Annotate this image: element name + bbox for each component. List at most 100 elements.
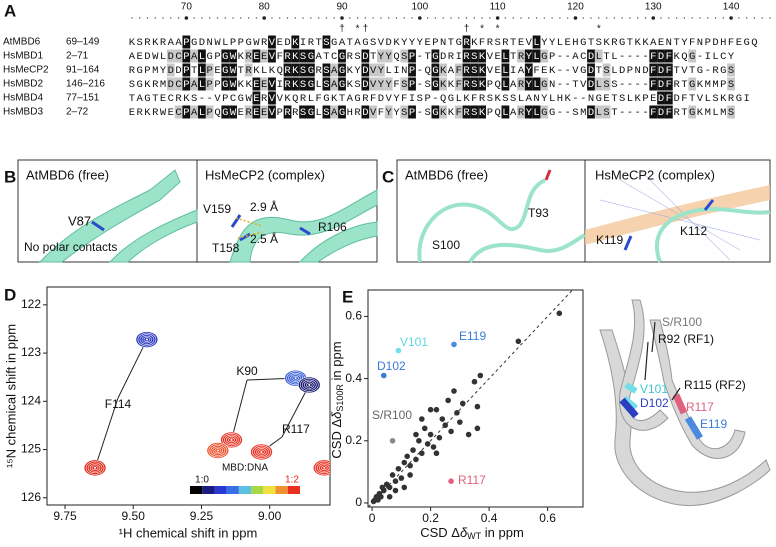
highlight (619, 397, 639, 419)
similar-cell (190, 77, 199, 91)
ruler-dot (761, 17, 763, 19)
similar-cell (602, 77, 611, 91)
conserved-cell (291, 63, 300, 77)
conserved-cell (664, 105, 673, 119)
ruler-dot (582, 17, 584, 19)
ruler-label: 110 (490, 2, 506, 13)
similar-cell (384, 49, 393, 63)
ruler-dot (458, 17, 460, 19)
colorbar-swatch (214, 486, 227, 494)
point-label: R117 (458, 473, 486, 487)
similar-cell (166, 77, 175, 91)
point (448, 478, 454, 484)
conserved-cell (587, 49, 595, 63)
conserved-cell (252, 91, 261, 105)
similar-cell (517, 105, 525, 119)
point (386, 484, 393, 491)
point-label: E119 (459, 329, 486, 343)
similar-cell (174, 49, 183, 63)
conserved-cell (283, 49, 292, 63)
ruler-dot (753, 17, 756, 19)
x-tick-label: 0.6 (539, 511, 556, 525)
conserved-cell (408, 105, 416, 119)
residue-label: V87 (68, 213, 91, 228)
peak-center (230, 438, 233, 441)
ruler-dot (255, 17, 258, 19)
similar-cell (190, 49, 199, 63)
conserved-cell (198, 63, 206, 77)
ruler-dot (699, 17, 701, 19)
ruler-dot (644, 17, 647, 19)
point (401, 459, 408, 466)
point (471, 378, 478, 385)
point (474, 425, 481, 432)
colorbar-swatch (226, 486, 239, 494)
ruler-dot (209, 17, 211, 19)
conserved-cell (649, 77, 658, 91)
ruler-dot (473, 17, 475, 19)
point (386, 493, 393, 500)
similar-cell (727, 63, 735, 77)
conserved-cell (361, 63, 370, 77)
conserved-cell (361, 49, 370, 63)
similar-cell (454, 77, 463, 91)
conserved-cell (338, 105, 346, 119)
ruler-dot (333, 17, 335, 19)
similar-cell (377, 63, 385, 77)
peak-center (323, 466, 326, 469)
y-tick-label: 126 (21, 490, 41, 504)
point (457, 419, 463, 425)
ruler-dot (170, 17, 172, 19)
point (407, 472, 413, 478)
panel-label: A (4, 1, 16, 20)
ruler-dot (660, 17, 662, 19)
sequence-range: 91–164 (66, 65, 100, 76)
ruler-dot (146, 17, 149, 19)
conserved-cell (221, 63, 230, 77)
conserved-cell (229, 49, 237, 63)
ruler-dot (745, 17, 748, 19)
conserved-cell (524, 49, 533, 63)
ruler-label: 140 (723, 2, 740, 13)
y-axis-label: CSD ΔδS100R in ppm (329, 341, 345, 458)
conserved-cell (470, 77, 479, 91)
site-marker: † (363, 24, 369, 35)
residue-label: V159 (203, 202, 231, 216)
point (407, 462, 413, 469)
similar-cell (377, 77, 385, 91)
point (419, 416, 425, 422)
conserved-cell (306, 49, 315, 63)
sequence-range: 69–149 (66, 37, 100, 48)
conserved-cell (657, 77, 665, 91)
site-marker: * (480, 24, 484, 35)
sequence-range: 146–216 (66, 79, 105, 90)
conserved-cell (657, 63, 665, 77)
ruler-dot (302, 17, 304, 19)
side-chain (230, 214, 311, 242)
conserved-cell (252, 105, 261, 119)
conserved-cell (478, 49, 486, 63)
similar-cell (244, 63, 253, 77)
ruler-dot (434, 17, 437, 19)
similar-cell (454, 105, 463, 119)
ribbon (38, 169, 181, 263)
similar-cell (727, 105, 735, 119)
colorbar-swatch (275, 486, 288, 494)
x-tick-label: 9.25 (190, 509, 214, 523)
conserved-cell (322, 77, 331, 91)
conserved-cell (283, 77, 292, 91)
similar-cell (602, 105, 611, 119)
ruler-label: 80 (259, 2, 271, 13)
x-tick-label: 9.00 (258, 509, 282, 523)
similar-cell (174, 105, 183, 119)
conserved-cell (408, 63, 416, 77)
conserved-cell (501, 105, 510, 119)
similar-cell (330, 63, 339, 77)
colorbar-swatch (287, 486, 300, 494)
conserved-cell (408, 77, 416, 91)
conserved-cell (664, 91, 673, 105)
conserved-cell (268, 35, 276, 49)
ruler-dot (714, 17, 717, 19)
ruler-dot (279, 17, 281, 19)
similar-cell (400, 77, 409, 91)
